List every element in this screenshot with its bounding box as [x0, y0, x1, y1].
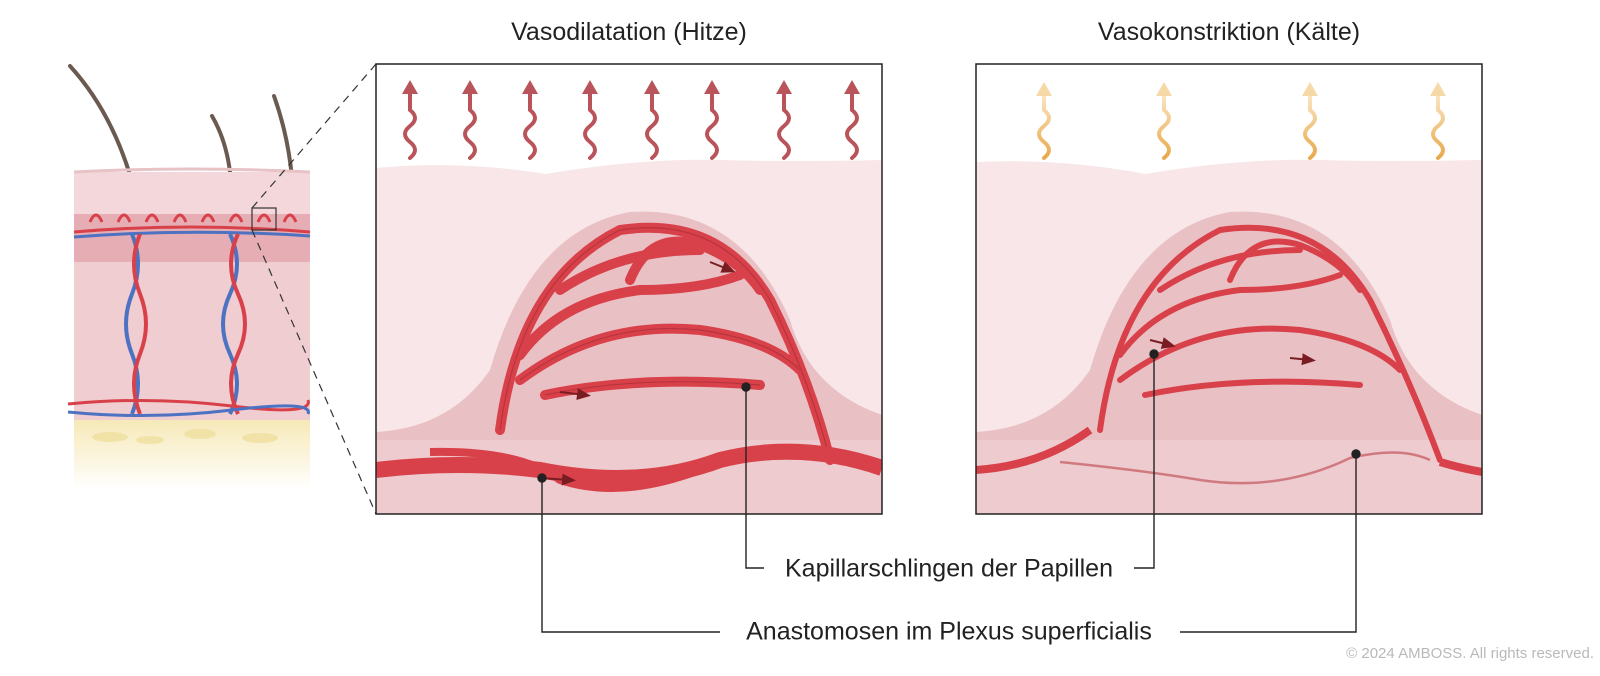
vasodilatation-panel: [376, 64, 882, 514]
papillary-layer: [74, 214, 310, 264]
dermis-layer: [74, 262, 310, 422]
zoom-indicator-box: [251, 207, 277, 231]
label-capillary-loops: Kapillarschlingen der Papillen: [777, 554, 1121, 584]
title-vasodilatation: Vasodilatation (Hitze): [511, 18, 747, 46]
hair-1: [68, 64, 132, 177]
vasokonstriktion-panel: [976, 64, 1482, 514]
anastomosis-constricted: [1059, 451, 1431, 485]
skin-cross-section: [67, 63, 377, 515]
heat-radiation-waves: [403, 88, 859, 160]
leader-lines: [537, 349, 1361, 633]
title-vasokonstriktion: Vasokonstriktion (Kälte): [1097, 18, 1361, 46]
vasokonstriktion-frame: [975, 63, 1483, 515]
capillary-loops-constricted: [1097, 224, 1443, 463]
label-anastomoses: Anastomosen im Plexus superficialis: [738, 617, 1160, 647]
hair-2: [210, 114, 232, 174]
hair-3: [272, 94, 294, 180]
vasodilatation-frame: [375, 63, 883, 515]
cold-radiation-waves: [1037, 90, 1445, 160]
copyright-notice: © 2024 AMBOSS. All rights reserved.: [1346, 645, 1594, 662]
epidermis-layer: [74, 172, 310, 216]
